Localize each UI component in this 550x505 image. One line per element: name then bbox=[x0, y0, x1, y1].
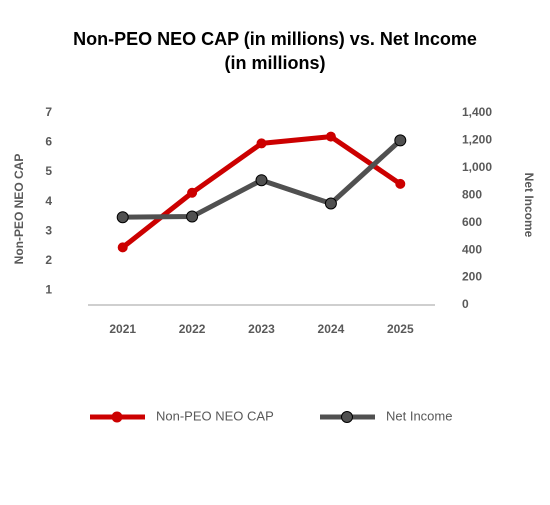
legend-marker bbox=[341, 411, 353, 423]
y2-axis-label: Net Income bbox=[522, 173, 536, 238]
legend-label: Non-PEO NEO CAP bbox=[156, 408, 274, 423]
y-tick-label: 3 bbox=[45, 223, 52, 237]
y-axis-label: Non-PEO NEO CAP bbox=[12, 154, 26, 265]
x-tick-label: 2024 bbox=[318, 322, 345, 336]
point bbox=[255, 174, 268, 187]
y-tick-label: 2 bbox=[45, 253, 52, 267]
y-tick-label: 5 bbox=[45, 164, 52, 178]
point bbox=[325, 131, 336, 142]
legend-marker bbox=[111, 411, 123, 423]
series-line bbox=[121, 134, 402, 250]
y-tick-label: 1 bbox=[45, 282, 52, 296]
chart-title: Non-PEO NEO CAP (in millions) vs. Net In… bbox=[73, 29, 477, 49]
y-tick-label: 6 bbox=[45, 135, 52, 149]
y2-tick-label: 1,200 bbox=[462, 133, 492, 147]
point bbox=[117, 242, 128, 253]
point bbox=[186, 210, 199, 223]
legend-label: Net Income bbox=[386, 408, 452, 423]
y2-tick-label: 400 bbox=[462, 242, 482, 256]
point bbox=[324, 197, 337, 210]
y2-tick-label: 600 bbox=[462, 215, 482, 229]
x-tick-label: 2025 bbox=[387, 322, 414, 336]
x-tick-label: 2021 bbox=[109, 322, 136, 336]
y2-tick-label: 800 bbox=[462, 187, 482, 201]
point bbox=[187, 187, 198, 198]
chart-subtitle: (in millions) bbox=[225, 53, 326, 73]
point bbox=[256, 138, 267, 149]
x-tick-label: 2023 bbox=[248, 322, 275, 336]
x-tick-label: 2022 bbox=[179, 322, 206, 336]
y-tick-label: 7 bbox=[45, 105, 52, 119]
point bbox=[394, 134, 407, 147]
y2-tick-label: 200 bbox=[462, 270, 482, 284]
y2-tick-label: 0 bbox=[462, 297, 469, 311]
y-tick-label: 4 bbox=[45, 194, 52, 208]
y2-tick-label: 1,000 bbox=[462, 160, 492, 174]
point bbox=[395, 178, 406, 189]
y2-tick-label: 1,400 bbox=[462, 105, 492, 119]
point bbox=[116, 211, 129, 224]
